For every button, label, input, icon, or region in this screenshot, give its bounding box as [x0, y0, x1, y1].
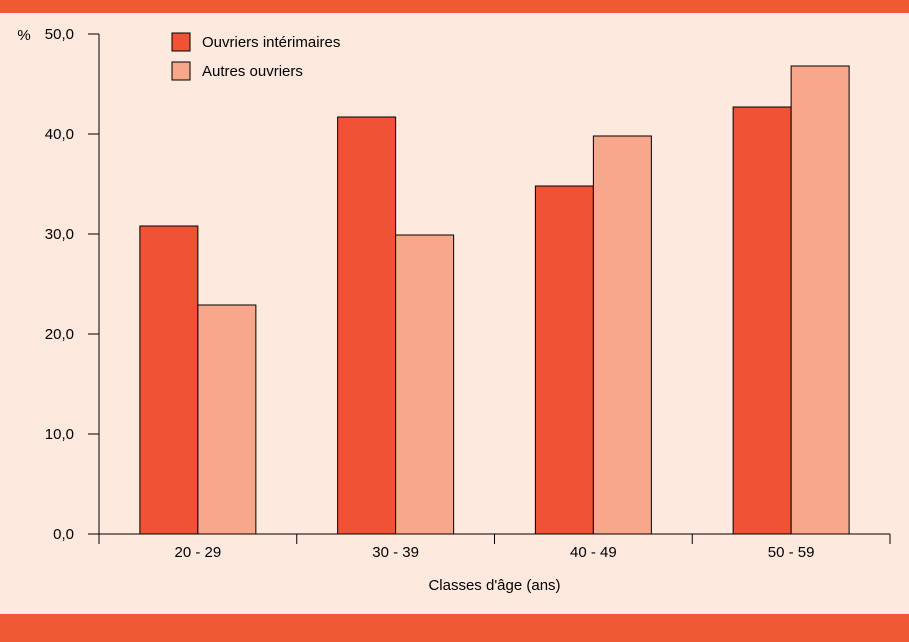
bar-autres: [395, 234, 455, 535]
x-tick-label: 20 - 29: [175, 544, 222, 561]
legend: Ouvriers intérimaires Autres ouvriers: [171, 32, 340, 81]
bar-autres: [592, 135, 652, 535]
y-tick-label: 20,0: [45, 326, 74, 343]
y-tick-label: 10,0: [45, 426, 74, 443]
legend-label: Ouvriers intérimaires: [202, 34, 340, 51]
top-band: [0, 0, 909, 13]
x-axis: 20 - 29 30 - 39 40 - 49 50 - 59: [98, 533, 891, 561]
bar-autres: [197, 304, 257, 535]
x-axis-label: Classes d'âge (ans): [428, 577, 560, 594]
y-tick-label: 30,0: [45, 226, 74, 243]
x-tick-label: 40 - 49: [570, 544, 617, 561]
legend-label: Autres ouvriers: [202, 63, 303, 80]
y-tick-label: 40,0: [45, 126, 74, 143]
y-axis-label: %: [17, 27, 30, 44]
bar-interimaires: [139, 225, 199, 535]
y-tick-label: 50,0: [45, 26, 74, 43]
y-tick-label: 0,0: [53, 526, 74, 543]
bottom-band: [0, 614, 909, 642]
bar-interimaires: [337, 116, 397, 535]
legend-swatch: [171, 61, 191, 81]
y-axis: 0,0 10,0 20,0 30,0 40,0 50,0: [45, 26, 100, 543]
bars: [139, 65, 850, 535]
bar-interimaires: [732, 106, 792, 535]
bar-autres: [790, 65, 850, 535]
x-tick-label: 50 - 59: [768, 544, 815, 561]
x-tick-label: 30 - 39: [372, 544, 419, 561]
bar-interimaires: [534, 185, 594, 535]
legend-swatch: [171, 32, 191, 52]
